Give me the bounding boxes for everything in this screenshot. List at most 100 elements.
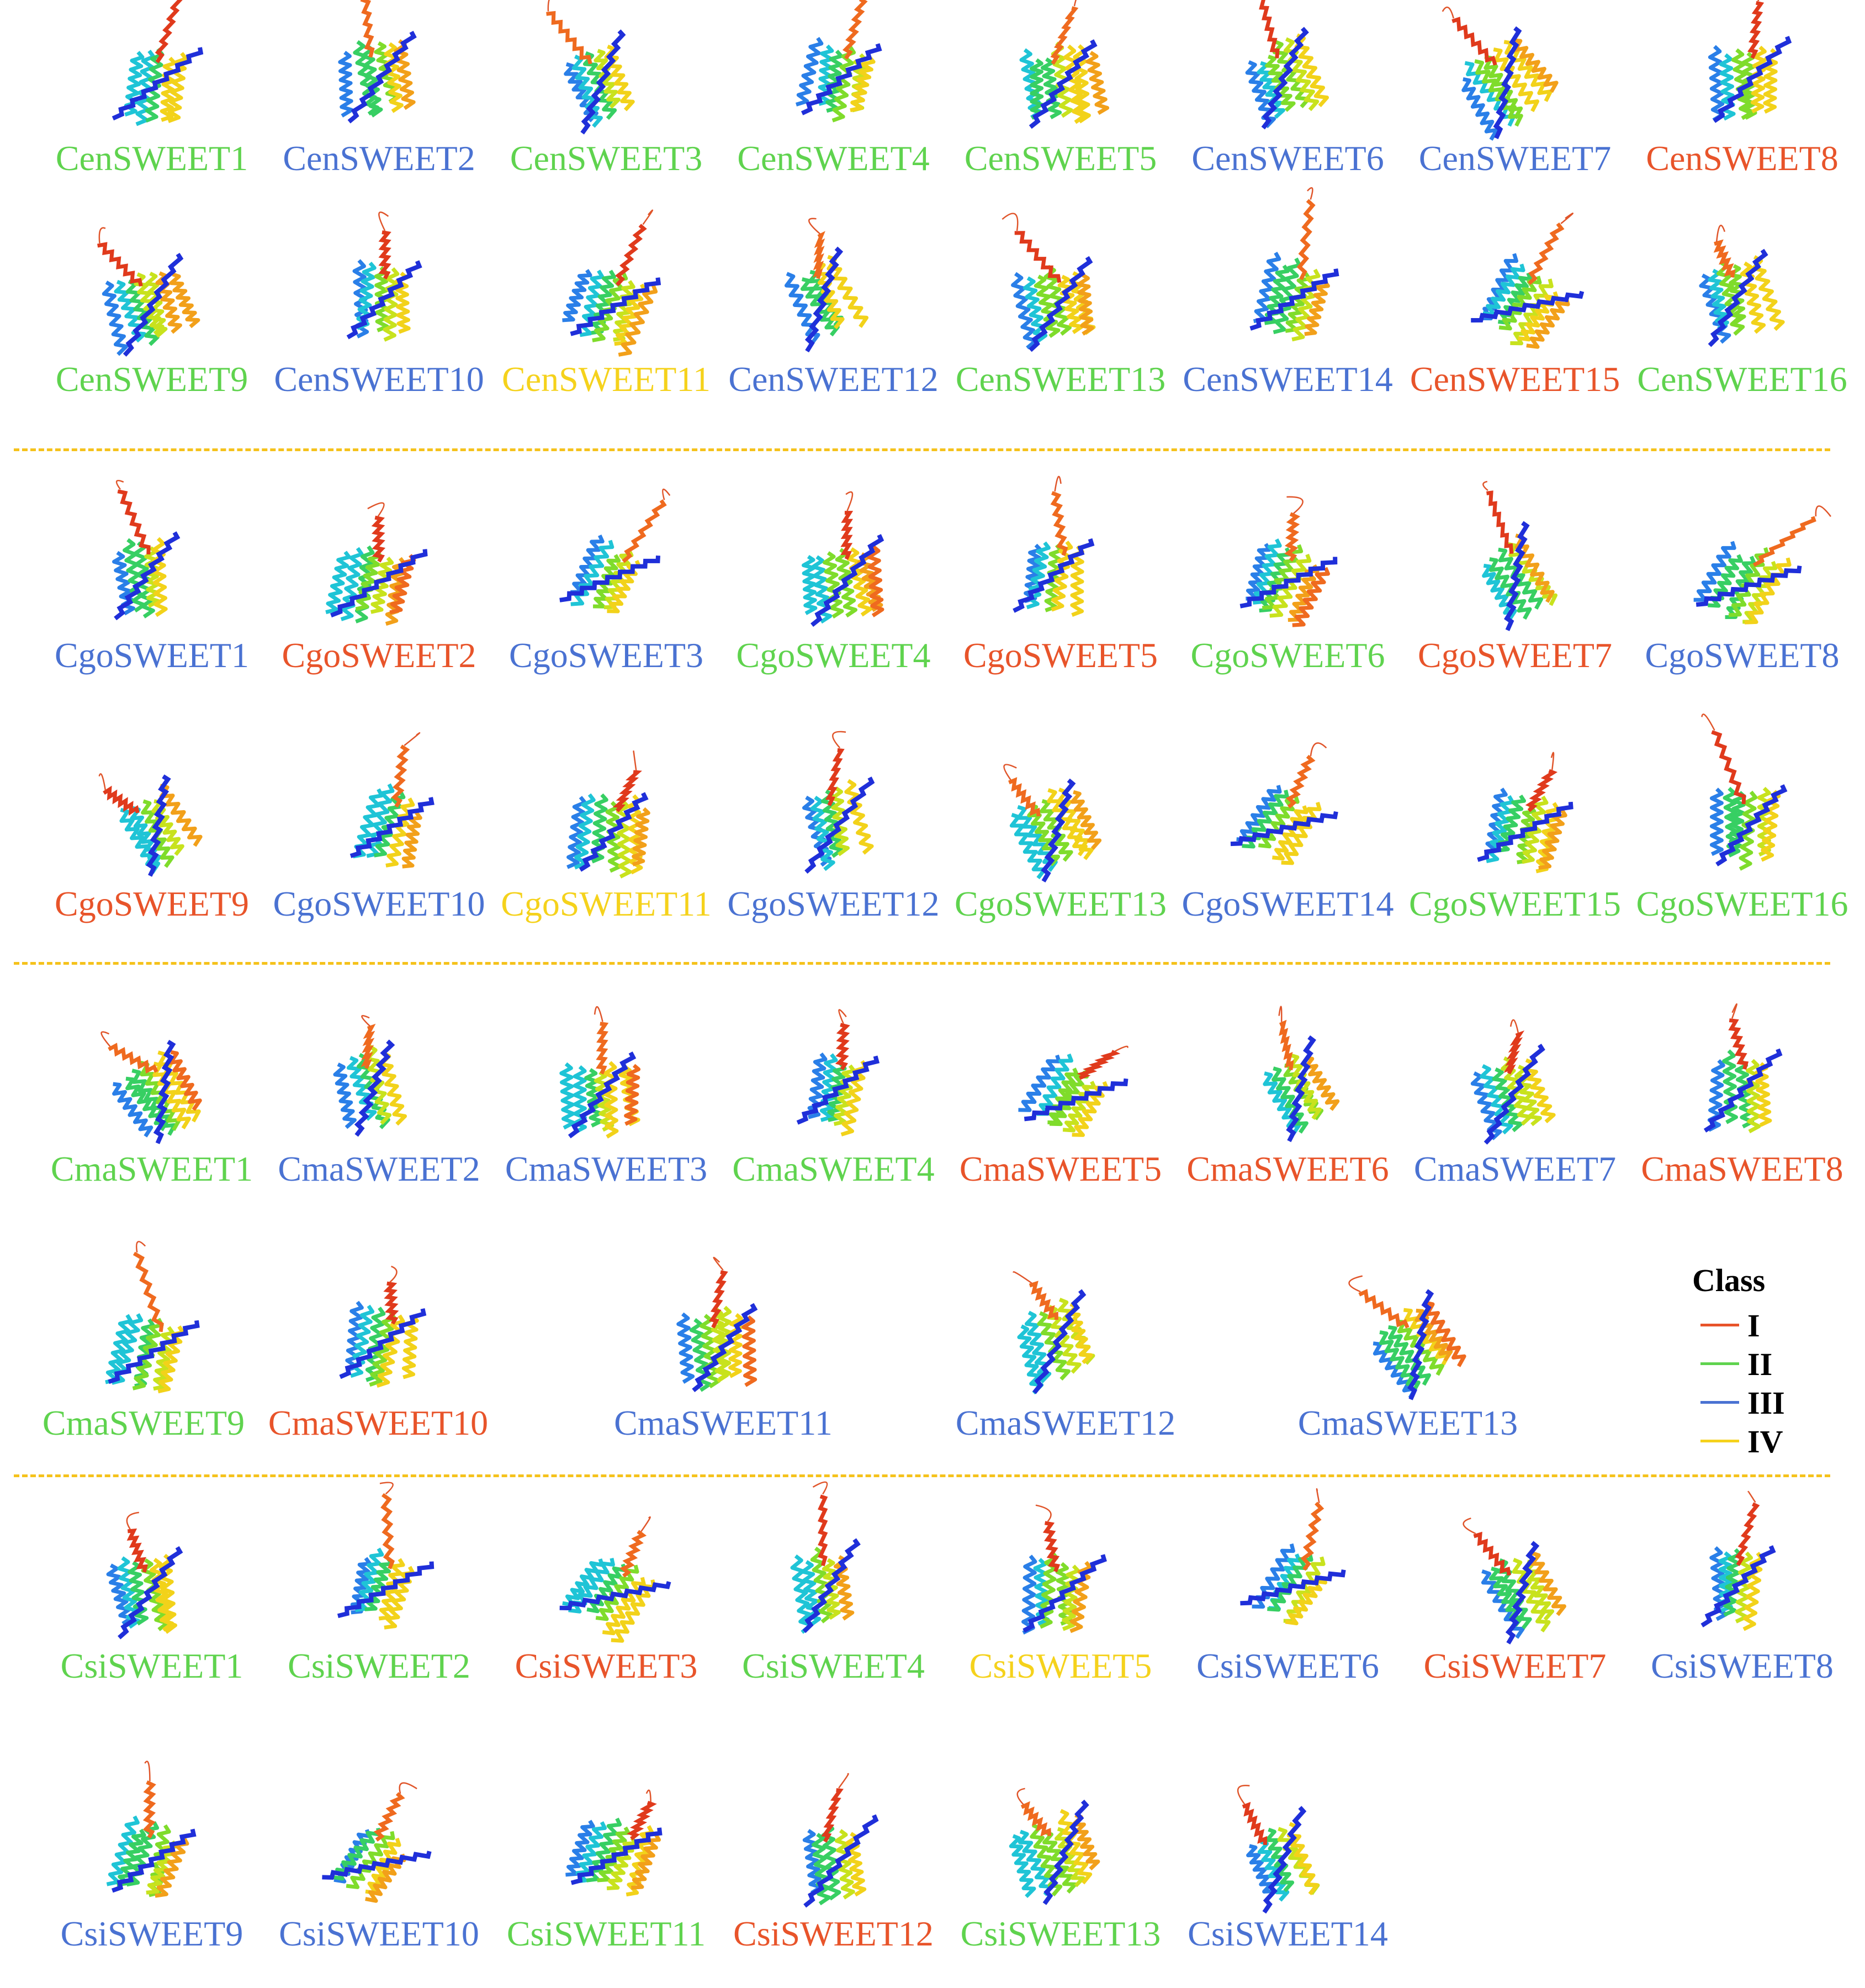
structure-label: CmaSWEET3 bbox=[505, 1149, 708, 1188]
protein-structure bbox=[337, 1482, 434, 1630]
alpha-helix bbox=[1070, 790, 1102, 850]
alpha-helix bbox=[131, 1069, 177, 1136]
protein-structure bbox=[1693, 505, 1831, 625]
alpha-helix bbox=[355, 549, 383, 611]
helix-bundle bbox=[801, 491, 884, 627]
structure-label: CgoSWEET2 bbox=[282, 636, 476, 675]
protein-structure bbox=[1698, 224, 1785, 347]
alpha-helix bbox=[112, 1082, 153, 1138]
structure-panel: CgoSWEET3 bbox=[493, 488, 719, 696]
alpha-helix bbox=[1057, 274, 1084, 334]
alpha-helix bbox=[1514, 1065, 1542, 1127]
alpha-helix bbox=[1283, 1556, 1326, 1623]
structure-panel: CgoSWEET10 bbox=[266, 732, 492, 944]
alpha-helix bbox=[795, 36, 823, 107]
structure-panel: CmaSWEET1 bbox=[39, 1011, 265, 1209]
structure-label: CmaSWEET7 bbox=[1413, 1149, 1617, 1188]
helix-bundle bbox=[802, 1773, 879, 1908]
structure-panel: CsiSWEET11 bbox=[493, 1775, 719, 1974]
alpha-helix bbox=[1473, 1531, 1511, 1576]
legend-item-class-iv: IV bbox=[1700, 1421, 1833, 1460]
alpha-helix bbox=[631, 1833, 661, 1890]
protein-structure bbox=[106, 1760, 197, 1898]
helix-bundle bbox=[1693, 505, 1831, 625]
structure-label: CgoSWEET1 bbox=[55, 636, 249, 675]
alpha-helix bbox=[573, 1065, 587, 1134]
alpha-helix bbox=[141, 1558, 169, 1631]
alpha-helix bbox=[676, 1312, 695, 1384]
alpha-helix bbox=[383, 42, 404, 113]
alpha-helix bbox=[1242, 1801, 1267, 1846]
alpha-helix bbox=[149, 1557, 174, 1632]
structure-panel: CmaSWEET12 bbox=[952, 1265, 1179, 1463]
helix-bundle bbox=[1249, 187, 1339, 342]
alpha-helix bbox=[1387, 1325, 1431, 1386]
protein-structure bbox=[1703, 1003, 1782, 1134]
structure-label: CenSWEET10 bbox=[274, 359, 484, 399]
alpha-helix bbox=[117, 489, 151, 554]
alpha-helix bbox=[1024, 1078, 1128, 1122]
structure-label: CmaSWEET4 bbox=[732, 1149, 935, 1188]
alpha-helix bbox=[833, 1064, 856, 1126]
coil-loop bbox=[1002, 213, 1019, 231]
structure-panel: CmaSWEET4 bbox=[720, 1009, 947, 1209]
alpha-helix bbox=[1483, 1044, 1545, 1145]
alpha-helix bbox=[784, 272, 820, 346]
protein-structure bbox=[105, 1241, 200, 1394]
alpha-helix bbox=[1018, 1054, 1061, 1112]
structure-panel: CsiSWEET10 bbox=[266, 1775, 492, 1974]
structure-panel: CgoSWEET14 bbox=[1175, 742, 1401, 944]
alpha-helix bbox=[834, 1829, 855, 1900]
helix-bundle bbox=[1239, 496, 1337, 627]
alpha-helix bbox=[1017, 1324, 1044, 1395]
structure-label: CmaSWEET11 bbox=[614, 1403, 833, 1442]
structure-label: CmaSWEET13 bbox=[1297, 1403, 1518, 1442]
structure-panel: CgoSWEET8 bbox=[1629, 497, 1856, 696]
structure-panel: CgoSWEET11 bbox=[493, 745, 719, 944]
structure-panel: CenSWEET7 bbox=[1402, 0, 1628, 199]
alpha-helix bbox=[349, 797, 435, 858]
alpha-helix bbox=[615, 224, 647, 287]
alpha-helix bbox=[1530, 1551, 1566, 1616]
structure-panel: CmaSWEET5 bbox=[947, 1011, 1174, 1209]
helix-bundle bbox=[337, 0, 417, 124]
group-divider bbox=[14, 448, 1830, 451]
class-legend: Class I II III IV bbox=[1678, 1262, 1844, 1461]
helix-bundle bbox=[1230, 742, 1338, 865]
helix-bundle bbox=[1262, 1006, 1339, 1143]
coil-loop bbox=[1731, 1003, 1737, 1019]
alpha-helix bbox=[1461, 77, 1499, 141]
structure-label: CsiSWEET14 bbox=[1188, 1914, 1388, 1953]
structure-label: CsiSWEET1 bbox=[60, 1646, 243, 1685]
structure-panel: CmaSWEET9 bbox=[30, 1241, 257, 1463]
coil-loop bbox=[1463, 1518, 1476, 1535]
coil-loop bbox=[633, 750, 637, 771]
structure-label: CmaSWEET9 bbox=[42, 1403, 245, 1442]
alpha-helix bbox=[1030, 1823, 1063, 1897]
protein-structure bbox=[559, 1516, 671, 1643]
alpha-helix bbox=[1407, 1289, 1434, 1400]
alpha-helix bbox=[632, 807, 650, 866]
alpha-helix bbox=[1261, 27, 1309, 130]
alpha-helix bbox=[142, 1780, 156, 1839]
protein-structure bbox=[1018, 1045, 1128, 1137]
helix-bundle bbox=[346, 212, 422, 342]
alpha-helix bbox=[602, 1577, 646, 1636]
alpha-helix bbox=[371, 515, 385, 563]
alpha-helix bbox=[155, 1837, 189, 1898]
alpha-helix bbox=[1281, 801, 1322, 865]
structure-panel: CgoSWEET1 bbox=[39, 479, 265, 696]
helix-bundle bbox=[565, 1789, 663, 1897]
structure-panel: CgoSWEET6 bbox=[1175, 496, 1401, 696]
protein-structure bbox=[1245, 0, 1329, 130]
legend-item-class-iii: III bbox=[1700, 1382, 1833, 1421]
structure-panel: CenSWEET9 bbox=[39, 221, 265, 420]
alpha-helix bbox=[1715, 784, 1787, 866]
alpha-helix bbox=[1085, 51, 1110, 115]
helix-bundle bbox=[1009, 1788, 1100, 1905]
structure-label: CenSWEET2 bbox=[283, 139, 475, 178]
structure-panel: CsiSWEET4 bbox=[720, 1481, 947, 1706]
alpha-helix bbox=[622, 499, 667, 563]
helix-bundle bbox=[98, 773, 203, 877]
alpha-helix bbox=[1304, 279, 1330, 336]
